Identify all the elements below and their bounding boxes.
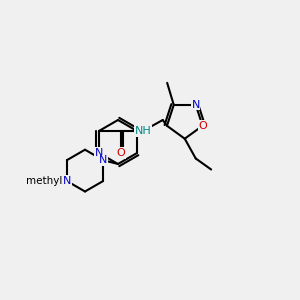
- Text: O: O: [198, 121, 207, 131]
- Text: N: N: [95, 148, 103, 158]
- Text: NH: NH: [135, 126, 151, 136]
- Text: N: N: [192, 100, 200, 110]
- Text: N: N: [63, 176, 71, 186]
- Text: N: N: [99, 155, 107, 165]
- Text: O: O: [117, 148, 125, 158]
- Text: methyl: methyl: [26, 176, 62, 186]
